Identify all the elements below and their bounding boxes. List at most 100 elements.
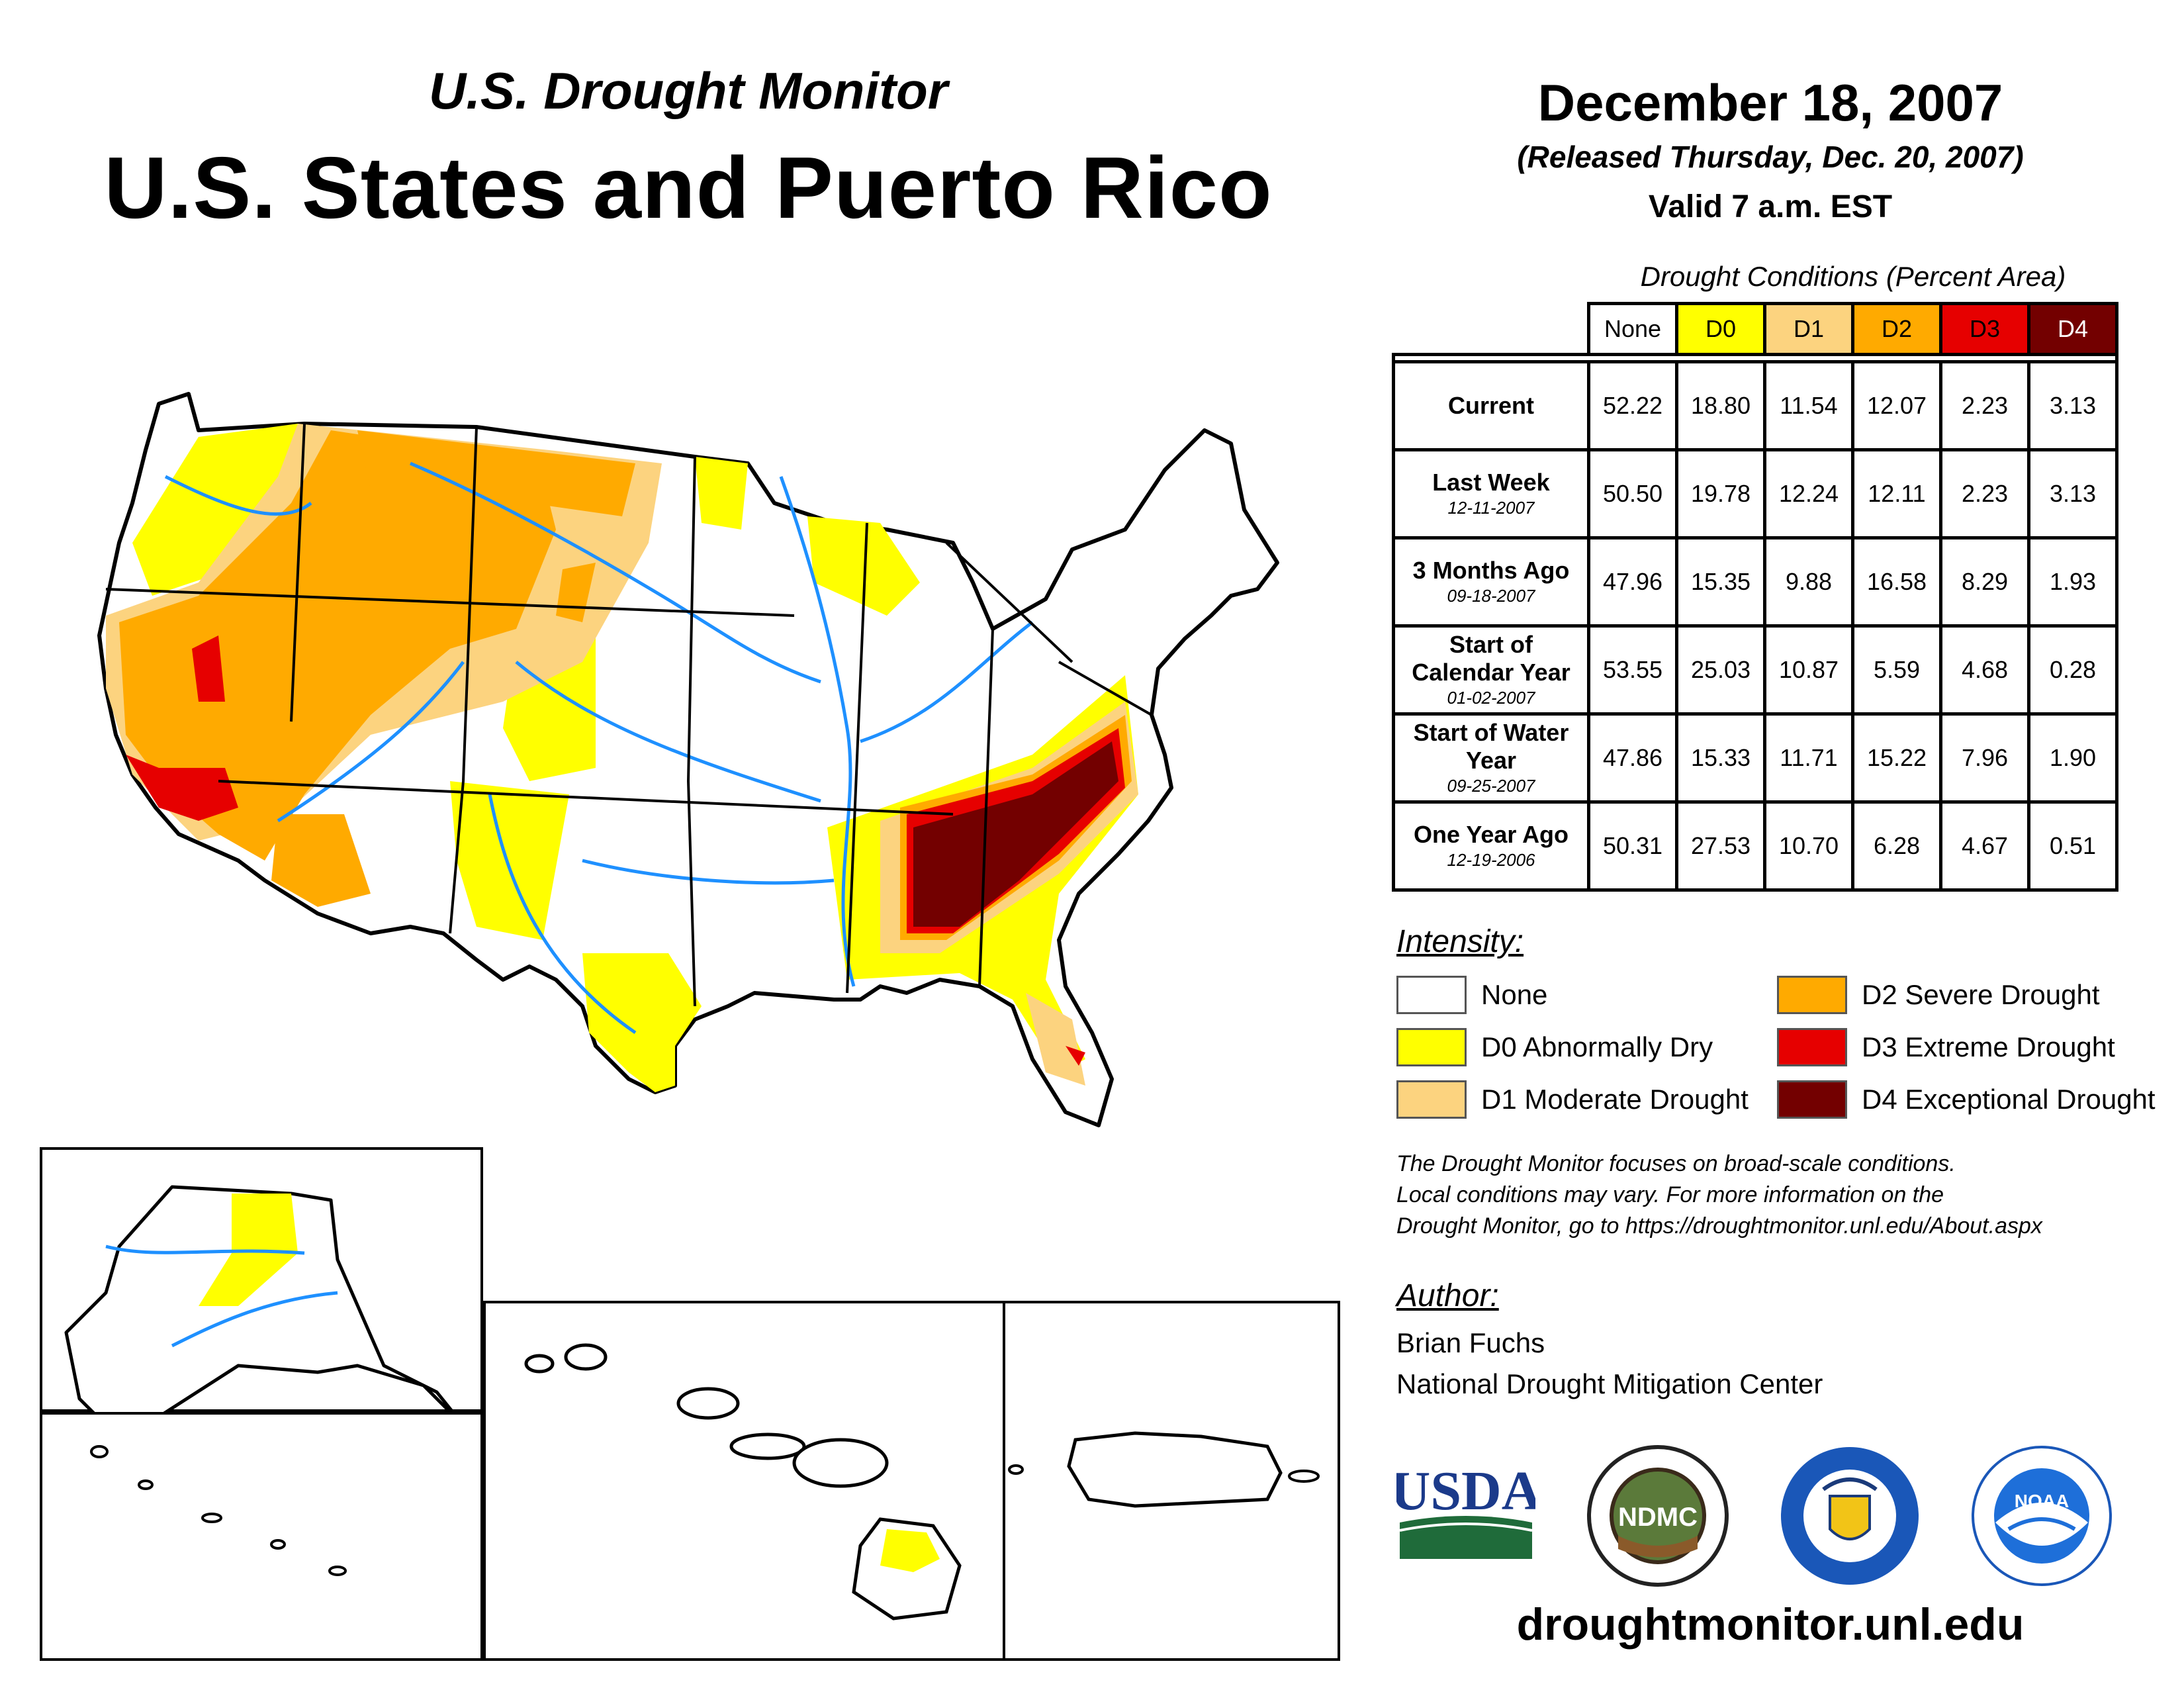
d3-florida xyxy=(1066,1046,1085,1066)
legend-swatch xyxy=(1396,1080,1467,1119)
table-cell: 25.03 xyxy=(1675,624,1766,716)
table-cell: 11.71 xyxy=(1763,712,1854,804)
col-header: D0 xyxy=(1675,302,1766,356)
table-cell: 4.68 xyxy=(1939,624,2030,716)
row-label: Start of Calendar Year 01-02-2007 xyxy=(1392,624,1590,716)
table-cell: 2.23 xyxy=(1939,360,2030,451)
alaska-outline xyxy=(64,1185,455,1412)
table-cell: 10.87 xyxy=(1763,624,1854,716)
hawaii-inset xyxy=(483,1301,1006,1661)
table-cell: 50.50 xyxy=(1587,448,1678,539)
usda-logo: USDA xyxy=(1396,1460,1535,1559)
noaa-logo: NOAA xyxy=(1972,1446,2112,1586)
disclaimer-note: The Drought Monitor focuses on broad-sca… xyxy=(1396,1151,2042,1239)
ndmc-logo: NDMC xyxy=(1587,1445,1729,1587)
table-cell: 10.70 xyxy=(1763,800,1854,892)
red-river xyxy=(582,859,835,885)
d4-southeast xyxy=(913,741,1118,927)
drought-stats-table: None D0 D1 D2 D3 D4 Current 52.22 18.80 … xyxy=(1392,302,2118,892)
author-name: Brian Fuchs xyxy=(1396,1327,1545,1358)
commerce-logo xyxy=(1781,1447,1919,1585)
valid-time: Valid 7 a.m. EST xyxy=(1648,189,1893,224)
table-cell: 53.55 xyxy=(1587,624,1678,716)
d0-plains xyxy=(695,457,748,530)
table-cell: 12.11 xyxy=(1851,448,1942,539)
row-label: Last Week 12-11-2007 xyxy=(1392,448,1590,539)
table-cell: 12.07 xyxy=(1851,360,1942,451)
svg-text:NOAA: NOAA xyxy=(2015,1491,2069,1511)
table-cell: 16.58 xyxy=(1851,536,1942,628)
table-cell: 3.13 xyxy=(2027,448,2118,539)
author-block: Brian Fuchs National Drought Mitigation … xyxy=(1396,1323,1823,1405)
col-header: D1 xyxy=(1763,302,1854,356)
legend-item: D2 Severe Drought xyxy=(1777,976,2100,1014)
release-date: (Released Thursday, Dec. 20, 2007) xyxy=(1517,140,2024,174)
legend-swatch xyxy=(1777,1028,1847,1066)
table-cell: 47.96 xyxy=(1587,536,1678,628)
legend-item: D4 Exceptional Drought xyxy=(1777,1080,2156,1119)
table-cell: 1.93 xyxy=(2027,536,2118,628)
table-cell: 1.90 xyxy=(2027,712,2118,804)
author-org: National Drought Mitigation Center xyxy=(1396,1368,1823,1399)
d0-texas xyxy=(582,953,702,1092)
table-cell: 7.96 xyxy=(1939,712,2030,804)
table-cell: 12.24 xyxy=(1763,448,1854,539)
col-header: D3 xyxy=(1939,302,2030,356)
hawaii-d0 xyxy=(880,1529,940,1572)
map-date: December 18, 2007 xyxy=(1537,73,2003,132)
table-cell: 8.29 xyxy=(1939,536,2030,628)
d0-great-lakes xyxy=(807,516,920,616)
table-cell: 27.53 xyxy=(1675,800,1766,892)
row-label: One Year Ago 12-19-2006 xyxy=(1392,800,1590,892)
state-boundaries xyxy=(105,423,1152,1007)
table-cell: 50.31 xyxy=(1587,800,1678,892)
table-cell: 5.59 xyxy=(1851,624,1942,716)
alaska-inset xyxy=(40,1147,483,1412)
aleutian-inset xyxy=(40,1412,483,1661)
legend-item: D3 Extreme Drought xyxy=(1777,1028,2115,1066)
table-cell: 47.86 xyxy=(1587,712,1678,804)
puerto-rico-outline xyxy=(1067,1431,1283,1508)
legend-item: D1 Moderate Drought xyxy=(1396,1080,1749,1119)
col-header: D4 xyxy=(2027,302,2118,356)
svg-text:USDA: USDA xyxy=(1396,1460,1535,1522)
columbia-river xyxy=(164,475,312,516)
d2-west xyxy=(119,430,556,861)
author-title: Author: xyxy=(1396,1278,1499,1313)
drought-map xyxy=(97,392,1279,1127)
d2-montana xyxy=(357,430,635,523)
legend-item: D0 Abnormally Dry xyxy=(1396,1028,1713,1066)
intensity-title: Intensity: xyxy=(1396,924,1524,959)
table-cell: 6.28 xyxy=(1851,800,1942,892)
legend-swatch xyxy=(1396,1028,1467,1066)
legend-swatch xyxy=(1777,976,1847,1014)
table-cell: 0.28 xyxy=(2027,624,2118,716)
table-cell: 0.51 xyxy=(2027,800,2118,892)
rivers xyxy=(164,461,1034,1035)
footer-url[interactable]: droughtmonitor.unl.edu xyxy=(1516,1599,2025,1650)
col-header: None xyxy=(1587,302,1678,356)
table-cell: 15.33 xyxy=(1675,712,1766,804)
table-cell: 4.67 xyxy=(1939,800,2030,892)
conus-map xyxy=(97,392,1279,1127)
legend-swatch xyxy=(1777,1080,1847,1119)
arkansas-river xyxy=(515,661,821,803)
d0-southwest xyxy=(450,781,569,940)
svg-text:NDMC: NDMC xyxy=(1618,1503,1698,1532)
d3-nevada xyxy=(192,635,225,702)
table-cell: 19.78 xyxy=(1675,448,1766,539)
table-cell: 2.23 xyxy=(1939,448,2030,539)
d0-west xyxy=(132,424,311,596)
d3-california xyxy=(126,755,238,821)
table-cell: 9.88 xyxy=(1763,536,1854,628)
ohio-river xyxy=(860,621,1034,743)
table-cell: 3.13 xyxy=(2027,360,2118,451)
table-cell: 15.35 xyxy=(1675,536,1766,628)
d2-southwest xyxy=(271,814,371,907)
row-label: 3 Months Ago 09-18-2007 xyxy=(1392,536,1590,628)
table-cell: 18.80 xyxy=(1675,360,1766,451)
table-cell: 15.22 xyxy=(1851,712,1942,804)
map-subtitle: U.S. Drought Monitor xyxy=(428,62,948,120)
mississippi-river xyxy=(779,476,856,987)
table-cell: 11.54 xyxy=(1763,360,1854,451)
